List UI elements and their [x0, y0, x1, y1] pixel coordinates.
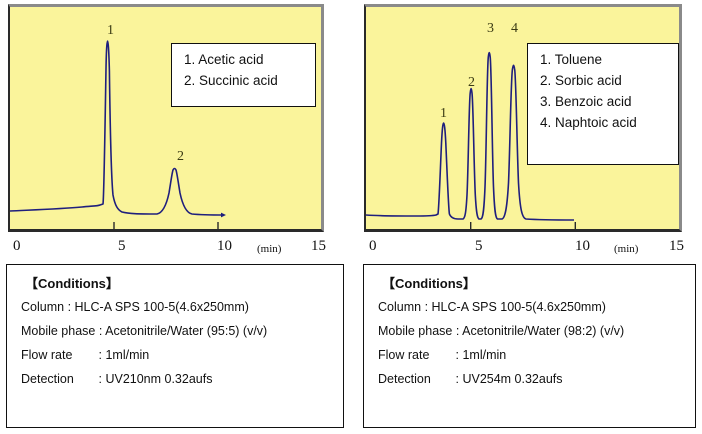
chromatogram-left: 1 2 1. Acetic acid 2. Succinic acid 0 5 …: [8, 4, 338, 255]
conditions-value: UV254m 0.32aufs: [462, 372, 563, 386]
conditions-box-left: 【Conditions】 Column : HLC-A SPS 100-5(4.…: [6, 264, 344, 428]
chromatogram-right: 1 2 3 4 1. Toluene 2. Sorbic acid 3. Ben…: [364, 4, 696, 255]
x-axis-unit: (min): [257, 243, 282, 255]
conditions-value: Acetonitrile/Water (95:5) (v/v): [105, 324, 268, 338]
x-tick-0: 0: [13, 238, 21, 254]
conditions-value: UV210nm 0.32aufs: [105, 372, 213, 386]
conditions-value: Acetonitrile/Water (98:2) (v/v): [462, 324, 625, 338]
conditions-label: Detection: [378, 372, 431, 386]
peak-label-2: 2: [177, 149, 184, 164]
conditions-row-column: Column : HLC-A SPS 100-5(4.6x250mm): [21, 298, 343, 317]
x-tick-0: 0: [369, 238, 377, 254]
conditions-row-mobile-phase: Mobile phase : Acetonitrile/Water (98:2)…: [378, 322, 695, 341]
conditions-label: Column: [21, 300, 65, 314]
conditions-separator: :: [98, 372, 102, 386]
conditions-row-flow-rate: Flow rate : 1ml/min: [378, 346, 695, 365]
legend-item: 1. Toluene: [540, 52, 603, 67]
conditions-row-flow-rate: Flow rate : 1ml/min: [21, 346, 343, 365]
peak-label-1: 1: [440, 106, 447, 121]
conditions-value: HLC-A SPS 100-5(4.6x250mm): [74, 300, 249, 314]
conditions-separator: :: [455, 372, 459, 386]
plot-area-left: 1 2 1. Acetic acid 2. Succinic acid: [8, 4, 324, 232]
trace-left: [10, 40, 226, 231]
legend-item: 2. Succinic acid: [184, 73, 278, 88]
conditions-label: Mobile phase: [378, 324, 453, 338]
conditions-box-right: 【Conditions】 Column : HLC-A SPS 100-5(4.…: [363, 264, 696, 428]
conditions-label: Detection: [21, 372, 74, 386]
conditions-separator: :: [98, 348, 102, 362]
x-tick-15: 15: [311, 238, 326, 254]
legend-item: 1. Acetic acid: [184, 52, 264, 67]
peak-label-4: 4: [511, 21, 518, 36]
conditions-label: Column: [378, 300, 422, 314]
conditions-value: 1ml/min: [105, 348, 150, 362]
conditions-separator: :: [424, 300, 429, 314]
conditions-title: 【Conditions】: [382, 276, 476, 291]
conditions-separator: :: [67, 300, 72, 314]
legend-left: 1. Acetic acid 2. Succinic acid: [171, 43, 316, 107]
peak-label-2: 2: [468, 75, 475, 90]
x-tick-10: 10: [217, 238, 232, 254]
x-axis-unit: (min): [614, 243, 639, 255]
conditions-row-detection: Detection : UV210nm 0.32aufs: [21, 370, 343, 389]
legend-item: 4. Naphtoic acid: [540, 115, 637, 130]
x-tick-10: 10: [575, 238, 590, 254]
conditions-title: 【Conditions】: [25, 276, 119, 291]
x-axis-labels-left: 0 5 10 (min) 15: [8, 236, 338, 258]
conditions-label: Flow rate: [21, 348, 73, 362]
trace-right: [366, 51, 577, 231]
conditions-row-detection: Detection : UV254m 0.32aufs: [378, 370, 695, 389]
conditions-separator: :: [455, 348, 459, 362]
conditions-value: 1ml/min: [462, 348, 507, 362]
peak-label-1: 1: [107, 23, 114, 38]
conditions-row-column: Column : HLC-A SPS 100-5(4.6x250mm): [378, 298, 695, 317]
conditions-separator: :: [455, 324, 460, 338]
x-axis-labels-right: 0 5 10 (min) 15: [364, 236, 696, 258]
conditions-label: Mobile phase: [21, 324, 96, 338]
conditions-label: Flow rate: [378, 348, 430, 362]
conditions-separator: :: [98, 324, 103, 338]
x-tick-15: 15: [669, 238, 684, 254]
conditions-row-mobile-phase: Mobile phase : Acetonitrile/Water (95:5)…: [21, 322, 343, 341]
legend-right: 1. Toluene 2. Sorbic acid 3. Benzoic aci…: [527, 43, 679, 165]
legend-item: 3. Benzoic acid: [540, 94, 632, 109]
legend-item: 2. Sorbic acid: [540, 73, 622, 88]
peak-label-3: 3: [487, 21, 494, 36]
x-tick-5: 5: [118, 238, 126, 254]
conditions-value: HLC-A SPS 100-5(4.6x250mm): [431, 300, 606, 314]
plot-area-right: 1 2 3 4 1. Toluene 2. Sorbic acid 3. Ben…: [364, 4, 682, 232]
x-tick-5: 5: [475, 238, 483, 254]
